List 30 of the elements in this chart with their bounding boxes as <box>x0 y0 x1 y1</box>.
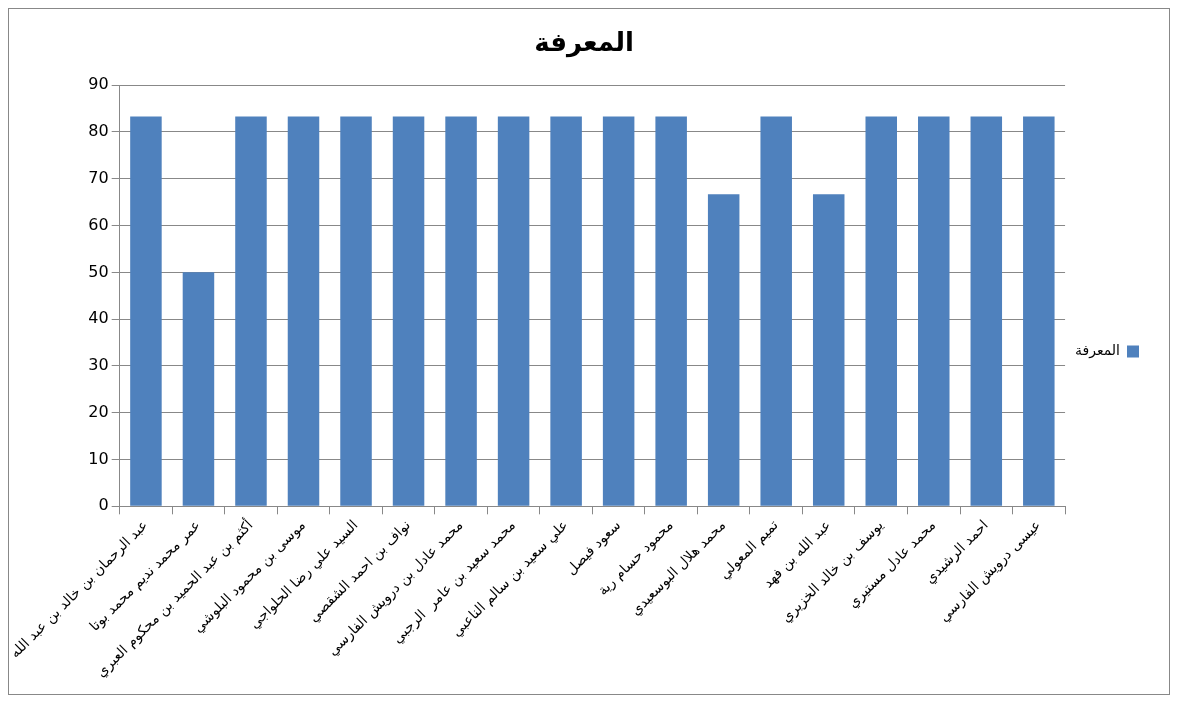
bar <box>340 116 372 506</box>
bar <box>287 116 320 506</box>
y-tick-label: 40 <box>88 308 109 328</box>
bar <box>1023 116 1055 506</box>
bar <box>130 116 162 506</box>
bar <box>550 116 582 506</box>
y-tick-label: 20 <box>88 401 109 421</box>
y-tick-label: 80 <box>88 121 109 141</box>
bar <box>602 116 635 506</box>
y-tick-label: 30 <box>88 355 109 375</box>
bar <box>182 272 215 506</box>
bar <box>865 116 897 506</box>
y-tick-label: 70 <box>88 167 109 187</box>
bar <box>445 116 477 506</box>
bar <box>970 116 1003 506</box>
chart-title: المعرفة <box>534 27 634 59</box>
y-tick-label: 90 <box>88 74 109 94</box>
legend-label: المعرفة <box>1075 342 1120 360</box>
bar <box>497 116 530 506</box>
bar <box>918 116 950 506</box>
y-tick-label: 0 <box>98 495 109 515</box>
bar <box>235 116 267 506</box>
bar <box>760 116 792 506</box>
bar <box>812 194 845 506</box>
bar <box>655 116 687 506</box>
y-tick-label: 60 <box>88 214 109 234</box>
bar <box>392 116 425 506</box>
y-tick-label: 50 <box>88 261 109 281</box>
bar <box>707 194 740 506</box>
y-tick-label: 10 <box>88 448 109 468</box>
